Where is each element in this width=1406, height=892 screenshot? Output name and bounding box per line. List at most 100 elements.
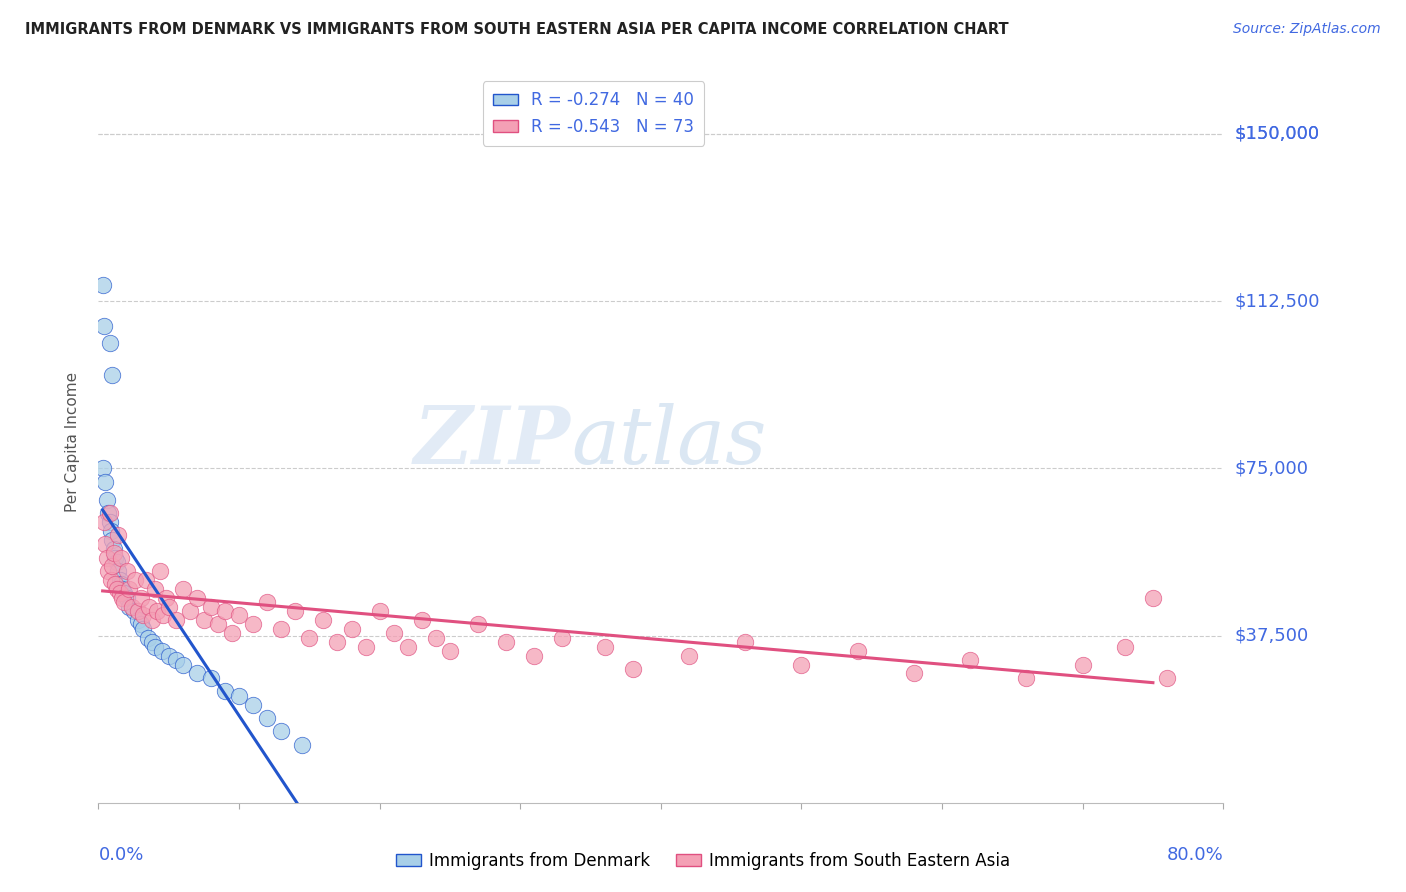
Text: $112,500: $112,500 [1234,292,1320,310]
Point [103,541,125,556]
Point [138,599,160,614]
Point [214,684,236,698]
Point [284,604,307,618]
Point [157,648,180,663]
Point [96,550,118,565]
Point [124,573,146,587]
Point [132,622,155,636]
Point [103,546,125,560]
Point [98,506,121,520]
Text: atlas: atlas [571,403,766,480]
Point [107,564,129,578]
Point [270,724,292,739]
Point [165,613,187,627]
Point [425,631,447,645]
Point [340,622,363,636]
Y-axis label: Per Capita Income: Per Capita Income [65,371,80,512]
Point [132,608,155,623]
Legend: Immigrants from Denmark, Immigrants from South Eastern Asia: Immigrants from Denmark, Immigrants from… [389,846,1017,877]
Text: $75,000: $75,000 [1234,459,1309,477]
Point [121,599,143,614]
Point [107,528,129,542]
Point [98,515,121,529]
Point [186,591,208,605]
Point [96,492,118,507]
Point [127,613,149,627]
Text: 80.0%: 80.0% [1167,847,1223,864]
Point [93,515,115,529]
Text: $150,000: $150,000 [1234,125,1319,143]
Point [108,573,131,587]
Text: Source: ZipAtlas.com: Source: ZipAtlas.com [1233,22,1381,37]
Point [551,631,574,645]
Point [110,577,132,591]
Point [97,564,120,578]
Point [172,582,194,596]
Point [200,671,222,685]
Text: IMMIGRANTS FROM DENMARK VS IMMIGRANTS FROM SOUTH EASTERN ASIA PER CAPITA INCOME : IMMIGRANTS FROM DENMARK VS IMMIGRANTS FR… [25,22,1010,37]
Point [146,604,169,618]
Point [256,595,278,609]
Point [790,657,813,672]
Point [621,662,644,676]
Point [354,640,377,654]
Point [110,550,132,565]
Point [101,533,124,547]
Point [127,604,149,618]
Point [115,591,138,605]
Point [368,604,391,618]
Point [141,613,163,627]
Text: 0.0%: 0.0% [98,847,143,864]
Point [959,653,981,667]
Point [734,635,756,649]
Point [242,617,264,632]
Point [101,368,124,382]
Point [100,573,122,587]
Point [207,617,229,632]
Point [312,613,335,627]
Point [135,573,157,587]
Point [1015,671,1038,685]
Point [111,591,134,605]
Point [118,599,141,614]
Point [104,550,127,565]
Point [91,278,114,293]
Point [112,586,135,600]
Point [495,635,517,649]
Point [115,564,138,578]
Point [112,595,135,609]
Point [291,738,314,752]
Point [382,626,405,640]
Point [439,644,461,658]
Point [242,698,264,712]
Point [93,318,115,333]
Point [1142,591,1164,605]
Point [97,506,120,520]
Point [298,631,321,645]
Point [193,613,215,627]
Point [523,648,546,663]
Point [105,555,128,569]
Point [256,711,278,725]
Point [91,461,114,475]
Point [122,604,145,618]
Point [396,640,419,654]
Point [98,336,121,351]
Point [411,613,433,627]
Point [228,608,250,623]
Point [593,640,616,654]
Point [165,653,187,667]
Point [150,644,173,658]
Point [143,582,166,596]
Point [155,591,177,605]
Point [221,626,243,640]
Point [111,582,134,596]
Point [200,599,222,614]
Point [94,475,117,489]
Point [172,657,194,672]
Text: ZIP: ZIP [413,403,571,480]
Point [678,648,700,663]
Point [100,524,122,538]
Point [467,617,489,632]
Point [149,564,172,578]
